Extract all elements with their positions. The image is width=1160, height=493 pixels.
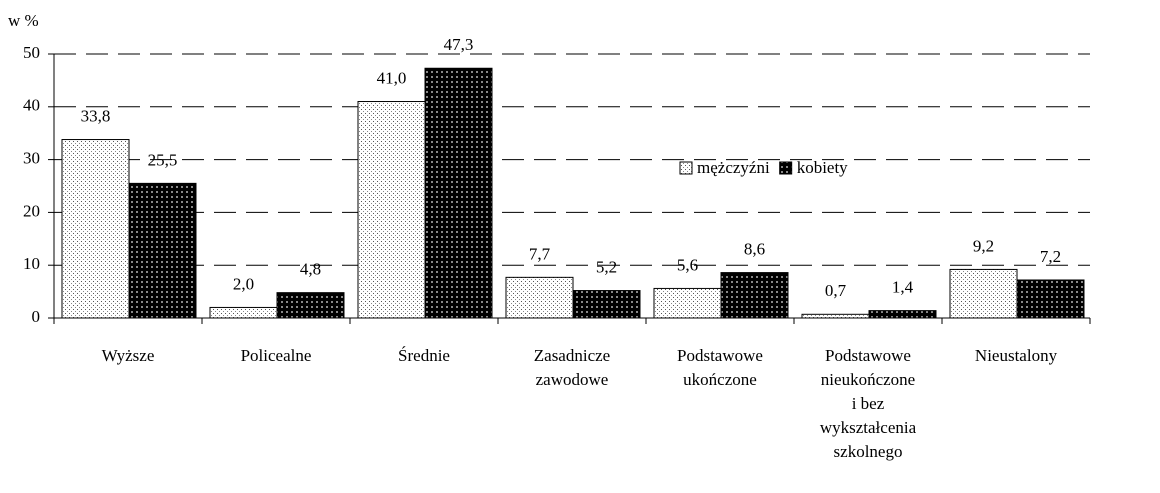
bar <box>572 290 641 319</box>
y-tick-label: 0 <box>32 307 41 326</box>
value-label: 8,6 <box>744 239 765 258</box>
y-tick-label: 40 <box>23 96 40 115</box>
x-tick-label: Nieustalony <box>975 346 1058 365</box>
legend-label: kobiety <box>797 158 848 177</box>
bar <box>801 313 870 319</box>
bar <box>357 101 426 319</box>
x-tick-label: Policealne <box>241 346 312 365</box>
x-tick-label: wykształcenia <box>820 418 917 437</box>
x-tick-label: Średnie <box>398 346 450 365</box>
value-label: 9,2 <box>973 236 994 255</box>
x-tick-label: nieukończone <box>821 370 915 389</box>
value-label: 2,0 <box>233 274 254 293</box>
bar <box>720 272 789 319</box>
value-label: 0,7 <box>825 281 847 300</box>
value-label: 41,0 <box>377 68 407 87</box>
x-tick-label: Zasadnicze <box>534 346 610 365</box>
bar <box>61 139 130 319</box>
y-tick-label: 50 <box>23 43 40 62</box>
value-label: 5,6 <box>677 255 698 274</box>
value-label: 7,2 <box>1040 247 1061 266</box>
value-label: 4,8 <box>300 260 321 279</box>
y-tick-label: 30 <box>23 149 40 168</box>
value-label: 33,8 <box>81 106 111 125</box>
x-tick-label: Podstawowe <box>677 346 763 365</box>
legend-swatch <box>679 161 693 175</box>
x-tick-label: i bez <box>852 394 885 413</box>
x-tick-label: Wyższe <box>102 346 155 365</box>
legend-swatch <box>779 161 793 175</box>
bar <box>276 292 345 319</box>
bar <box>653 287 722 319</box>
value-label: 25,5 <box>148 150 178 169</box>
x-tick-label: Podstawowe <box>825 346 911 365</box>
value-label: 1,4 <box>892 278 914 297</box>
bar <box>949 268 1018 319</box>
y-tick-label: 20 <box>23 201 40 220</box>
y-tick-label: 10 <box>23 254 40 273</box>
x-tick-label: szkolnego <box>834 442 903 461</box>
x-tick-label: zawodowe <box>536 370 609 389</box>
bar <box>868 310 937 319</box>
x-tick-label: ukończone <box>683 370 757 389</box>
bar <box>209 306 278 319</box>
value-label: 7,7 <box>529 244 551 263</box>
bar <box>505 276 574 319</box>
value-label: 5,2 <box>596 257 617 276</box>
bar <box>424 67 493 319</box>
value-label: 47,3 <box>444 35 474 54</box>
bar <box>128 182 197 319</box>
legend-label: mężczyźni <box>697 158 770 177</box>
bar <box>1016 279 1085 319</box>
y-axis-label: w % <box>8 11 39 30</box>
